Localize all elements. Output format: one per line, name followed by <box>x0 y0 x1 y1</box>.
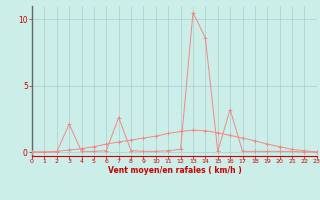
X-axis label: Vent moyen/en rafales ( km/h ): Vent moyen/en rafales ( km/h ) <box>108 166 241 175</box>
